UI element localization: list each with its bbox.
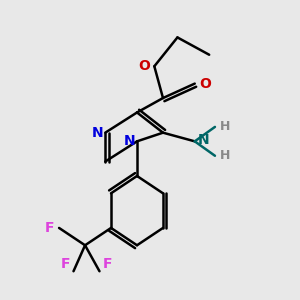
Text: O: O — [199, 76, 211, 91]
Text: F: F — [45, 221, 55, 235]
Text: N: N — [92, 126, 104, 140]
Text: H: H — [220, 149, 230, 162]
Text: O: O — [138, 59, 150, 73]
Text: F: F — [102, 257, 112, 271]
Text: N: N — [198, 133, 209, 147]
Text: H: H — [220, 120, 230, 134]
Text: N: N — [124, 134, 136, 148]
Text: F: F — [61, 257, 70, 271]
